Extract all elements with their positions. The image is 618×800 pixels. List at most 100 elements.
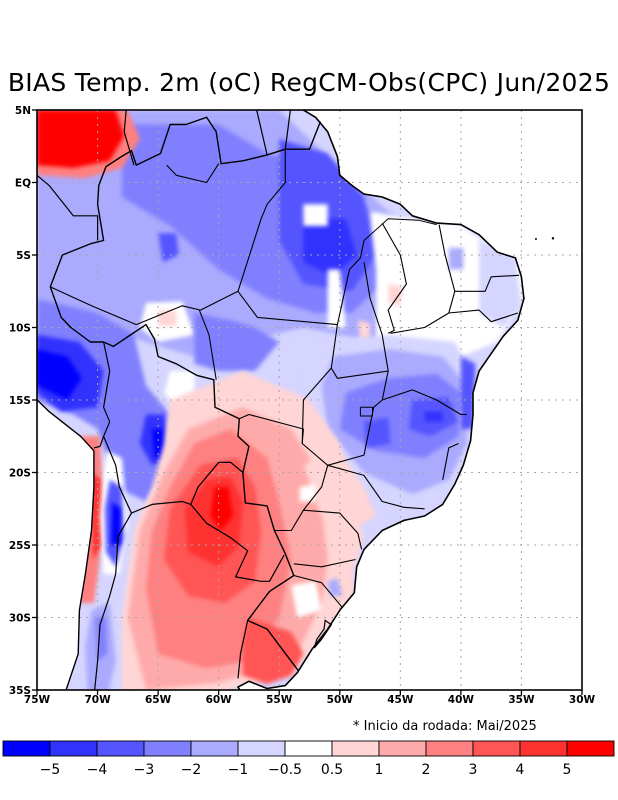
colorbar-label: −1 <box>228 762 249 778</box>
border-chile-argentina <box>94 512 133 690</box>
island-rocas <box>534 238 537 241</box>
lon-tick-label: 60W <box>206 694 233 706</box>
coastline-atlantic <box>237 110 525 690</box>
border-colombia-peru <box>37 174 99 241</box>
state-border-mt-ms <box>239 413 304 444</box>
border-guyana-suriname <box>256 110 268 156</box>
colorbar-swatch <box>519 740 568 757</box>
contour-neutral-ms <box>299 484 316 502</box>
colorbar-label: −2 <box>181 762 202 778</box>
state-border-ce-pb <box>454 274 520 292</box>
border-paraguay-argentina <box>190 504 285 582</box>
state-border-ma-north <box>363 218 437 241</box>
colorbar-swatch <box>425 740 474 757</box>
colorbar-label: −3 <box>134 762 155 778</box>
state-border-pa-mt-to <box>257 240 365 326</box>
colorbar-swatch <box>472 740 521 757</box>
lagoon-patos <box>313 619 333 649</box>
state-border-pi-ce <box>390 224 456 334</box>
contour-plus3-uruguay <box>242 617 304 685</box>
colorbar-swatch <box>2 740 51 757</box>
colorbar-swatch <box>190 740 239 757</box>
lat-tick-label: EQ <box>15 178 31 190</box>
lon-tick-label: 40W <box>448 694 475 706</box>
latitude-axis: 5N EQ 5S 10S 15S 20S 25S 30S 35S <box>9 105 37 697</box>
country-borders <box>37 110 555 690</box>
contour-plus5-nw <box>37 110 125 168</box>
colorbar-swatch <box>284 740 333 757</box>
colorbar-label: 2 <box>422 762 431 778</box>
state-border-am-pa <box>237 149 286 292</box>
state-border-am-mt <box>136 290 258 326</box>
contour-plus05-sp <box>303 450 377 531</box>
run-start-note: * Inicio da rodada: Mai/2025 <box>353 719 537 734</box>
contour-minus3-ba-coast <box>460 356 476 429</box>
lon-tick-label: 35W <box>508 694 535 706</box>
colorbar-swatch <box>566 740 615 757</box>
contour-neutral-para <box>303 204 328 226</box>
state-border-es <box>442 442 459 480</box>
lon-tick-label: 50W <box>327 694 354 706</box>
colorbar-swatch <box>96 740 145 757</box>
state-border-pe-al <box>448 309 518 323</box>
lon-tick-label: 65W <box>145 694 172 706</box>
map-title: BIAS Temp. 2m (oC) RegCM-Obs(CPC) Jun/20… <box>7 68 611 97</box>
state-border-pr-sc <box>293 558 356 568</box>
state-border-ba-mg <box>381 370 467 416</box>
lat-tick-label: 5N <box>15 105 31 117</box>
contour-plus05-piaui <box>388 284 403 306</box>
state-border-sp-pr <box>303 509 363 550</box>
coastline-pacific <box>37 398 95 690</box>
colorbar-label: −4 <box>87 762 108 778</box>
border-peru-bolivia <box>93 341 111 449</box>
contour-minus1-sc <box>327 578 343 596</box>
colorbar-swatch <box>237 740 286 757</box>
lat-tick-label: 20S <box>9 468 31 480</box>
island-noronha <box>551 237 555 240</box>
colorbar-swatch <box>143 740 192 757</box>
contour-minus2-ro <box>194 313 280 371</box>
border-venezuela-colombia <box>79 110 135 166</box>
contour-plus5-paraguay <box>210 487 234 531</box>
grid-lines <box>37 110 582 690</box>
lon-tick-label: 45W <box>387 694 414 706</box>
colorbar-swatch <box>331 740 380 757</box>
colorbar-label: 0.5 <box>321 762 343 778</box>
colorbar-label: 4 <box>516 762 525 778</box>
state-border-sc-rs <box>293 574 343 608</box>
bias-field <box>37 110 582 690</box>
contour-neutral-to <box>327 269 346 328</box>
land-field <box>37 110 524 690</box>
state-border-acre-am <box>50 286 137 326</box>
contour-minus1-ceara <box>448 247 464 270</box>
colorbar-label: 5 <box>563 762 572 778</box>
lon-tick-label: 75W <box>24 694 51 706</box>
longitude-axis: 75W 70W 65W 60W 55W 50W 45W 40W 35W 30W <box>24 690 596 706</box>
border-bolivia-argentina-paraguay <box>131 461 244 514</box>
lon-tick-label: 30W <box>569 694 596 706</box>
border-brazil <box>49 116 322 672</box>
lat-tick-label: 10S <box>9 323 31 335</box>
contour-minus5-bolivia <box>152 429 165 458</box>
contour-minus4-para <box>303 218 357 277</box>
lat-tick-label: 5S <box>16 250 31 262</box>
state-border-df <box>359 406 373 417</box>
contour-minus05-ne-coast <box>479 240 522 328</box>
state-border-ro-mt <box>198 309 217 380</box>
colorbar-swatch <box>378 740 427 757</box>
colorbar-swatch <box>49 740 98 757</box>
contour-minus5-andes-arg <box>110 501 121 545</box>
colorbar-label: 3 <box>469 762 478 778</box>
colorbar-label: −0.5 <box>268 762 302 778</box>
contour-plus4-chile <box>91 472 103 560</box>
border-uruguay-argentina <box>237 620 249 679</box>
colorbar: −5 −4 −3 −2 −1 −0.5 0.5 1 2 3 4 5 <box>2 740 615 778</box>
contour-minus3-go <box>364 417 391 448</box>
state-border-rr <box>166 163 220 184</box>
lat-tick-label: 35S <box>9 685 31 697</box>
contour-minus4-mg <box>424 411 443 422</box>
contour-plus05-to <box>357 320 371 342</box>
colorbar-label: −5 <box>40 762 61 778</box>
contour-minus5-peru <box>37 349 82 400</box>
